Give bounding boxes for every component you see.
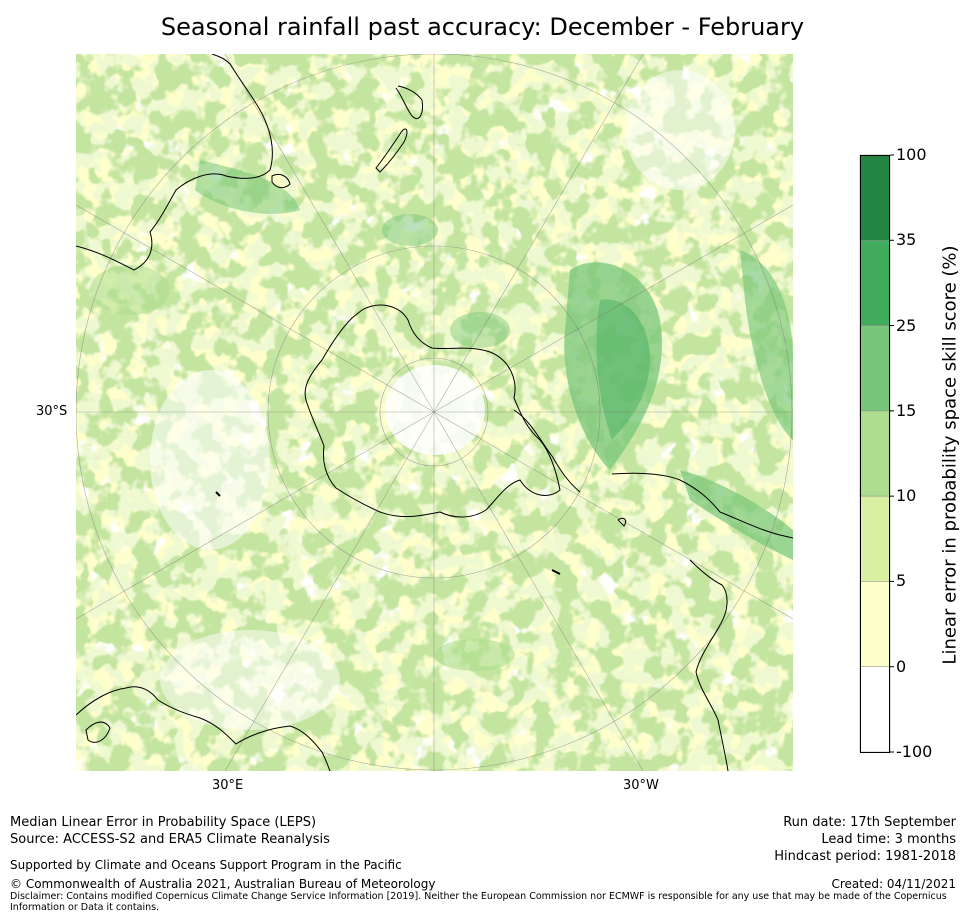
colorbar-frame xyxy=(860,155,890,753)
coastlines xyxy=(76,54,793,771)
footer-source: Source: ACCESS-S2 and ERA5 Climate Reana… xyxy=(10,832,330,847)
tasmania xyxy=(271,173,291,189)
colorbar-tick-label: 25 xyxy=(896,315,917,335)
graticule xyxy=(76,54,793,771)
africa-coastline xyxy=(76,686,331,771)
colorbar-title: Linear error in probability space skill … xyxy=(939,245,961,665)
australia-coastline xyxy=(76,54,273,271)
footer-copyright: © Commonwealth of Australia 2021, Austra… xyxy=(10,877,436,891)
lon-label-30e: 30°E xyxy=(212,778,244,793)
kerguelen xyxy=(215,491,221,497)
colorbar-tick-label: 10 xyxy=(896,486,917,506)
antarctic-peninsula xyxy=(513,409,581,493)
colorbar-bin xyxy=(859,666,891,753)
colorbar-tick-label: 0 xyxy=(896,656,907,676)
colorbar-bin xyxy=(859,325,891,412)
madagascar xyxy=(85,721,111,743)
footer-support: Supported by Climate and Oceans Support … xyxy=(10,858,402,872)
colorbar-bin xyxy=(859,581,891,667)
new-zealand-north xyxy=(395,85,423,120)
footer-lead-time: Lead time: 3 months xyxy=(821,832,956,847)
colorbar-tick-label: -100 xyxy=(896,742,933,761)
south-america-coastline xyxy=(611,472,793,771)
lat-label-30s: 30°S xyxy=(36,404,68,419)
new-zealand-south xyxy=(375,128,408,173)
colorbar-bin xyxy=(859,154,891,241)
footer-run-date: Run date: 17th September xyxy=(783,815,956,830)
lon-label-30w: 30°W xyxy=(623,778,659,793)
south-georgia xyxy=(551,569,561,575)
colorbar-tick-label: 5 xyxy=(896,571,907,591)
chart-title: Seasonal rainfall past accuracy: Decembe… xyxy=(160,13,805,41)
antarctica-coastline xyxy=(304,304,561,518)
footer-disclaimer: Disclaimer: Contains modified Copernicus… xyxy=(10,891,947,913)
colorbar-tick-label: 15 xyxy=(896,400,917,420)
colorbar-tick-label: 35 xyxy=(896,230,917,250)
falkland-islands xyxy=(617,517,627,527)
colorbar-bin xyxy=(859,410,891,497)
footer-created: Created: 04/11/2021 xyxy=(831,877,956,891)
footer-leps: Median Linear Error in Probability Space… xyxy=(10,815,317,830)
footer-hindcast: Hindcast period: 1981-2018 xyxy=(774,849,956,864)
colorbar-bin xyxy=(859,240,891,326)
colorbar-tick-label: 100 xyxy=(896,145,927,164)
colorbar-bin xyxy=(859,495,891,582)
